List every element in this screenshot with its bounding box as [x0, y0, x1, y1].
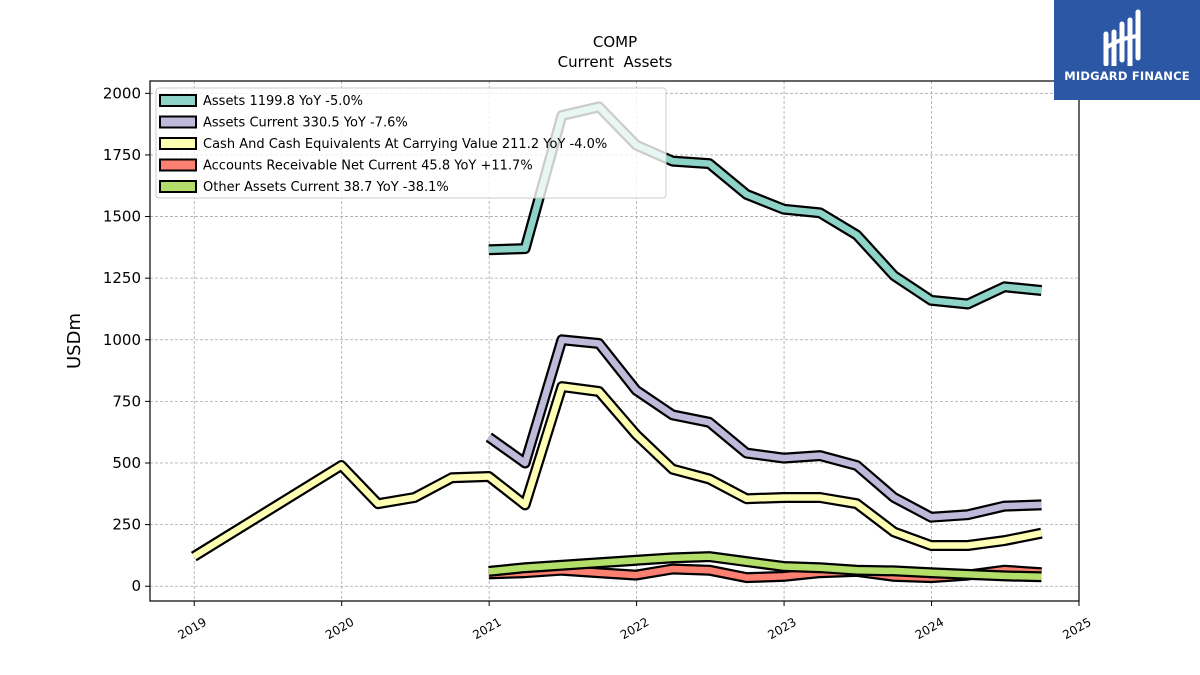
legend-entry-label: Other Assets Current 38.7 YoY -38.1% [203, 180, 449, 195]
legend-swatch [159, 115, 197, 129]
legend: Assets 1199.8 YoY -5.0% Assets Current 33… [155, 87, 667, 199]
x-tick-label: 2025 [1060, 615, 1093, 642]
chart-subtitle: Current Assets [558, 53, 673, 71]
series-outline [485, 334, 1042, 523]
y-tick-label: 2000 [103, 84, 141, 102]
plot-area-frame [149, 80, 1080, 602]
legend-entry-label: Assets 1199.8 YoY -5.0% [203, 94, 363, 109]
midgard-logo-icon [1103, 9, 1141, 66]
chart-title: COMP [593, 33, 637, 51]
brand-logo: MIDGARD FINANCE [1054, 0, 1200, 100]
legend-swatch [159, 180, 197, 193]
x-tick-label: 2019 [176, 615, 209, 642]
legend-entry-label: Assets Current 330.5 YoY -7.6% [203, 116, 408, 131]
y-tick-label: 250 [112, 516, 141, 534]
brand-name: MIDGARD FINANCE [1064, 69, 1190, 83]
x-tick-label: 2024 [913, 615, 946, 642]
y-tick-label: 1250 [103, 269, 141, 287]
y-tick-label: 750 [112, 392, 141, 410]
y-axis-label: USDm [64, 313, 85, 369]
x-tick-label: 2023 [765, 615, 798, 642]
series-line [192, 383, 1043, 560]
legend-entry-label: Cash And Cash Equivalents At Carrying Va… [203, 137, 607, 152]
x-tick-label: 2020 [323, 615, 356, 642]
x-tick-label: 2022 [618, 615, 651, 642]
y-tick-label: 1500 [103, 208, 141, 226]
legend-box [155, 87, 667, 199]
y-tick-label: 0 [131, 577, 141, 595]
y-tick-label: 1750 [103, 146, 141, 164]
series-line [488, 553, 1042, 581]
series-lines [190, 101, 1043, 584]
legend-entry-label: Accounts Receivable Net Current 45.8 YoY… [203, 159, 533, 174]
y-tick-label: 500 [112, 454, 141, 472]
y-tick-label: 1000 [103, 331, 141, 349]
x-tick-label: 2021 [470, 615, 503, 642]
series-line [486, 336, 1042, 521]
legend-swatch [159, 94, 197, 107]
legend-swatch [159, 137, 197, 150]
legend-swatch [159, 158, 197, 172]
